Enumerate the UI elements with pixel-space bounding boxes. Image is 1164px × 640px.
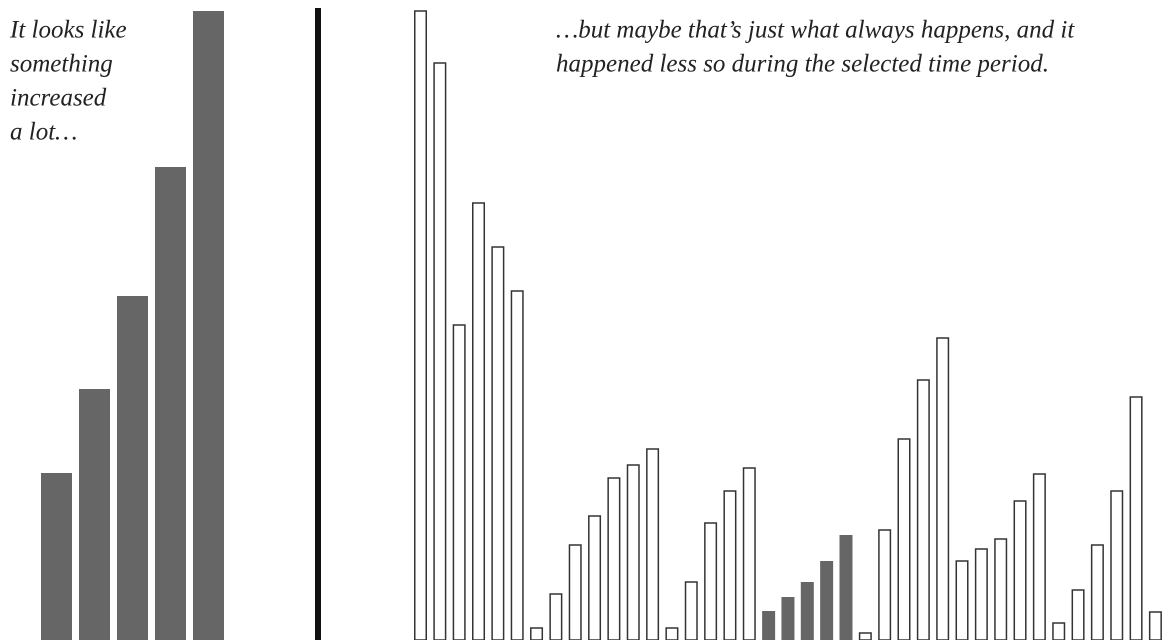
bar <box>193 11 224 640</box>
highlighted-bar <box>800 582 814 640</box>
annotation: It looks like <box>9 17 127 44</box>
bar <box>704 522 718 640</box>
annotation: a lot… <box>10 119 77 146</box>
bar <box>530 627 544 640</box>
bar <box>1052 622 1066 640</box>
annotation: something <box>10 51 113 78</box>
annotation: happened less so during the selected tim… <box>556 51 1049 78</box>
divider <box>315 8 321 640</box>
bar <box>491 246 505 640</box>
bar <box>452 324 466 640</box>
bar <box>1148 611 1162 640</box>
bar <box>549 593 563 640</box>
bar <box>684 581 698 640</box>
bar <box>916 379 930 640</box>
bar <box>858 632 872 640</box>
bar <box>665 627 679 640</box>
bar <box>155 167 186 640</box>
highlighted-bar <box>762 611 776 640</box>
bar <box>433 62 447 640</box>
bar <box>1013 500 1027 640</box>
bar <box>79 389 110 640</box>
bar <box>742 467 756 640</box>
bar <box>472 202 486 640</box>
bar <box>1129 396 1143 640</box>
bar <box>1090 544 1104 640</box>
bar <box>936 337 950 640</box>
highlighted-bar <box>839 535 853 640</box>
bar <box>414 10 427 640</box>
bar <box>607 477 621 640</box>
bar <box>117 296 148 640</box>
bar <box>646 448 660 640</box>
bar <box>568 544 582 640</box>
highlighted-bar <box>781 597 795 640</box>
bar <box>974 548 988 640</box>
bar <box>878 529 892 640</box>
bar <box>1110 490 1124 640</box>
annotation: …but maybe that’s just what always happe… <box>556 17 1075 44</box>
bar <box>723 490 737 640</box>
bar <box>510 290 524 640</box>
bar <box>1071 589 1085 640</box>
bar <box>955 560 969 640</box>
bar <box>626 464 640 640</box>
bar <box>41 473 72 640</box>
bar <box>897 438 911 640</box>
bar <box>1032 473 1046 640</box>
annotation: increased <box>10 85 107 112</box>
bar <box>588 515 602 640</box>
bar <box>994 538 1008 640</box>
highlighted-bar <box>820 561 834 640</box>
